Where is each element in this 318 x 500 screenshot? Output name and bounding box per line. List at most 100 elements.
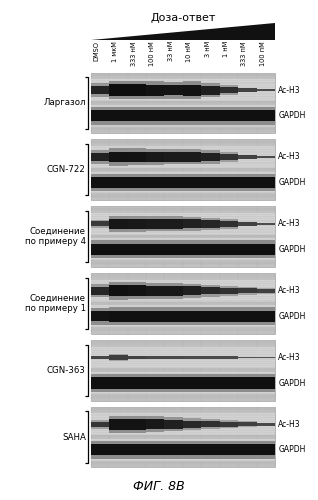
Bar: [91, 164, 275, 166]
Bar: [183, 121, 201, 124]
Bar: [164, 107, 183, 110]
Bar: [91, 190, 275, 192]
Bar: [109, 174, 128, 177]
Bar: [183, 428, 201, 430]
Text: 100 пМ: 100 пМ: [260, 41, 266, 66]
Bar: [164, 121, 183, 124]
Bar: [164, 310, 183, 322]
Bar: [146, 188, 164, 192]
Bar: [91, 118, 275, 120]
Bar: [183, 441, 201, 444]
Bar: [91, 235, 275, 236]
Bar: [238, 310, 257, 322]
Bar: [91, 234, 275, 235]
Bar: [201, 110, 220, 121]
Bar: [91, 286, 109, 294]
Bar: [91, 287, 275, 288]
Bar: [220, 188, 238, 192]
Bar: [91, 373, 275, 374]
Bar: [146, 121, 164, 124]
Bar: [91, 153, 109, 161]
Bar: [91, 386, 275, 388]
Bar: [183, 308, 201, 310]
Bar: [238, 156, 257, 158]
Bar: [91, 384, 275, 385]
Text: 333 нМ: 333 нМ: [131, 41, 137, 66]
Bar: [91, 222, 275, 224]
Bar: [91, 106, 275, 107]
Bar: [183, 420, 201, 428]
Bar: [91, 175, 275, 176]
Bar: [91, 182, 275, 184]
Bar: [91, 160, 275, 162]
Bar: [257, 222, 275, 225]
Bar: [91, 312, 275, 314]
Bar: [128, 96, 146, 100]
Bar: [164, 240, 183, 244]
Bar: [146, 420, 164, 429]
Bar: [128, 110, 146, 121]
Bar: [238, 378, 257, 388]
Text: Соединение
по примеру 4: Соединение по примеру 4: [25, 227, 86, 246]
Bar: [146, 444, 164, 456]
Bar: [164, 308, 183, 310]
Bar: [109, 81, 128, 84]
Bar: [91, 164, 275, 166]
Bar: [91, 399, 275, 400]
Polygon shape: [91, 22, 275, 40]
Bar: [164, 441, 183, 444]
Bar: [91, 132, 275, 134]
Bar: [91, 298, 275, 300]
Bar: [128, 240, 146, 244]
Bar: [91, 195, 275, 197]
Bar: [220, 356, 238, 358]
Bar: [220, 288, 238, 294]
Bar: [91, 446, 275, 448]
Bar: [91, 86, 109, 94]
Bar: [91, 306, 275, 308]
Bar: [109, 378, 128, 388]
Bar: [91, 302, 275, 304]
Bar: [220, 322, 238, 325]
Bar: [109, 354, 128, 356]
Bar: [109, 360, 128, 361]
Bar: [238, 426, 257, 428]
Bar: [91, 192, 275, 194]
Bar: [257, 110, 275, 121]
Bar: [201, 287, 220, 294]
Bar: [109, 96, 128, 100]
Bar: [91, 94, 109, 97]
Bar: [91, 81, 275, 82]
Bar: [91, 296, 275, 297]
Bar: [91, 78, 275, 80]
Text: Соединение
по примеру 1: Соединение по примеру 1: [25, 294, 86, 313]
Bar: [220, 286, 238, 288]
Bar: [201, 174, 220, 177]
Bar: [201, 420, 220, 421]
Bar: [146, 356, 164, 359]
Bar: [146, 374, 164, 378]
Bar: [91, 114, 275, 116]
Bar: [220, 220, 238, 227]
Bar: [91, 378, 109, 388]
Bar: [91, 248, 275, 250]
Bar: [146, 152, 164, 162]
Bar: [91, 168, 275, 170]
Text: GAPDH: GAPDH: [278, 178, 306, 187]
Bar: [183, 388, 201, 392]
Bar: [164, 322, 183, 325]
Text: Ac-H3: Ac-H3: [278, 86, 301, 94]
Bar: [91, 372, 275, 394]
Bar: [91, 426, 275, 427]
Bar: [91, 213, 275, 235]
Bar: [91, 342, 275, 343]
Bar: [91, 441, 109, 444]
Bar: [91, 98, 275, 99]
Bar: [201, 308, 220, 310]
Bar: [164, 428, 183, 431]
Bar: [91, 162, 275, 163]
Bar: [201, 421, 220, 428]
Bar: [164, 286, 183, 296]
Bar: [91, 149, 275, 150]
Bar: [201, 284, 220, 287]
